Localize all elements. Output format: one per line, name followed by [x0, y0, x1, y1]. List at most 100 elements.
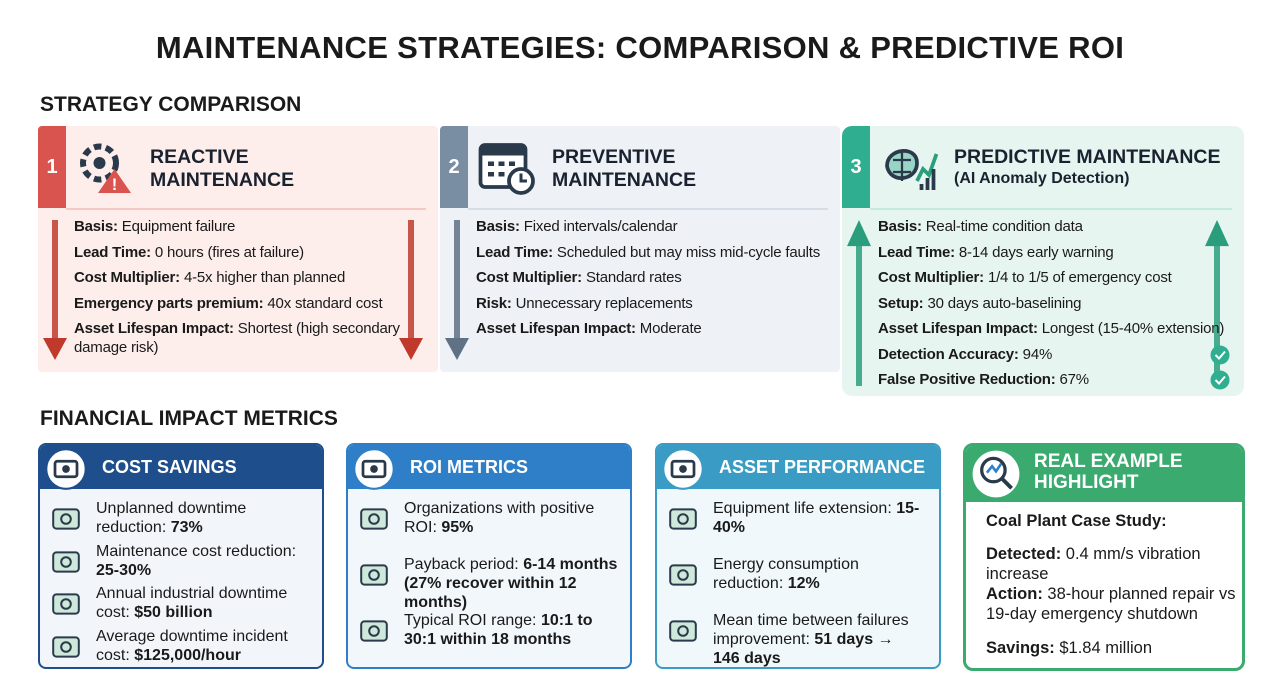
metric-value: $50 billion: [134, 604, 213, 621]
section-heading: STRATEGY COMPARISON: [40, 93, 302, 116]
item-label: Asset Lifespan Impact:: [74, 320, 234, 337]
metric-card: ROI METRICS Organizations with positive R…: [346, 443, 632, 669]
metric-item: Average downtime incident cost: $125,000…: [96, 627, 306, 665]
metric-value: 95%: [441, 519, 474, 536]
item-label: Cost Multiplier:: [74, 269, 180, 286]
icon: [52, 508, 80, 530]
section-heading: FINANCIAL IMPACT METRICS: [40, 407, 338, 430]
icon: [45, 448, 87, 490]
item-label: Setup:: [878, 294, 924, 312]
icon: [669, 564, 697, 586]
metric-item: Organizations with positive ROI: 95%: [404, 499, 619, 537]
metric-card: COST SAVINGS Unplanned downtime reduction…: [38, 443, 324, 669]
item-label: False Positive Reduction:: [878, 371, 1056, 388]
metric-text: Equipment life extension:: [713, 500, 892, 517]
strategy-item: Lead Time: Scheduled but may miss mid-cy…: [476, 243, 840, 262]
item-text: $1.84 million: [1059, 639, 1153, 657]
arrow: [1205, 220, 1229, 386]
item-label: Basis:: [878, 218, 922, 235]
icon: [669, 508, 697, 530]
highlight-item: Action: 38-hour planned repair vs 19-day…: [986, 584, 1236, 624]
arrow: [847, 220, 871, 386]
item-text: 67%: [1059, 371, 1090, 388]
item-text: Fixed intervals/calendar: [523, 218, 678, 235]
icon: [52, 593, 80, 615]
card-header: [657, 445, 939, 489]
item-label: Lead Time:: [74, 243, 151, 261]
strategy-title: PREVENTIVE MAINTENANCE: [552, 146, 697, 191]
item-label: Emergency parts premium:: [74, 294, 264, 312]
strategy-item: Basis: Real-time condition data: [878, 217, 1244, 236]
item-text: Unnecessary replacements: [515, 294, 693, 312]
strategy-title: REACTIVE MAINTENANCE: [150, 146, 295, 191]
strategy-item: Risk: Unnecessary replacements: [476, 294, 840, 313]
metric-text: Typical ROI range:: [404, 612, 537, 629]
metric-text: Payback period:: [404, 556, 519, 573]
item-text: Standard rates: [585, 269, 682, 286]
card-title: ROI METRICS: [410, 457, 529, 477]
strategy-item: Lead Time: 8-14 days early warning: [878, 243, 1244, 262]
metric-item: Equipment life extension: 15-40%: [713, 499, 923, 537]
svg-text:!: !: [112, 176, 118, 194]
card-title: ASSET PERFORMANCE: [719, 457, 926, 477]
item-text: 30 days auto-baselining: [927, 294, 1082, 312]
icon: [662, 448, 704, 490]
arrow: [399, 220, 423, 360]
highlight-item: Detected: 0.4 mm/s vibration increase: [986, 544, 1236, 584]
item-text: Equipment failure: [121, 218, 236, 235]
arrow: [445, 220, 469, 360]
icon: !: [80, 143, 131, 194]
card-title: COST SAVINGS: [102, 457, 237, 477]
item-label: Lead Time:: [878, 243, 955, 261]
item-label: Basis:: [74, 218, 118, 235]
item-text: Scheduled but may miss mid-cycle faults: [556, 243, 821, 261]
item-text: Moderate: [639, 320, 702, 337]
item-text: 8-14 days early warning: [958, 243, 1114, 261]
number-strip: 1: [38, 126, 66, 208]
icon: [669, 620, 697, 642]
divider: [66, 208, 426, 210]
metric-value: 10:1 to 30:1 within 18 months: [404, 612, 593, 648]
item-label: Asset Lifespan Impact:: [476, 320, 636, 337]
highlight-item: Savings: $1.84 million: [986, 638, 1236, 658]
item-text: Longest (15-40% extension): [1041, 320, 1225, 337]
number-strip: 2: [440, 126, 468, 208]
item-label: Asset Lifespan Impact:: [878, 320, 1038, 337]
item-text: 40x standard cost: [267, 294, 383, 312]
check-icon: [1210, 370, 1230, 390]
strategy-item: Lead Time: 0 hours (fires at failure): [74, 243, 414, 262]
item-text: 38-hour planned repair vs 19-day emergen…: [986, 585, 1236, 623]
item-text: 94%: [1022, 345, 1053, 363]
strategy-item: Setup: 30 days auto-baselining: [878, 294, 1244, 313]
item-label: Basis:: [476, 218, 520, 235]
item-text: 1/4 to 1/5 of emergency cost: [987, 269, 1172, 286]
metric-value: 6-14 months (27% recover within 12 month…: [404, 556, 618, 611]
metric-value: 12%: [787, 575, 820, 592]
metric-text: Annual industrial downtime cost:: [96, 585, 288, 621]
number-strip: 3: [842, 126, 870, 208]
strategy-item: Asset Lifespan Impact: Longest (15-40% e…: [878, 319, 1244, 338]
icon: [52, 550, 80, 573]
divider: [468, 208, 828, 210]
divider: [870, 208, 1232, 210]
icon: [360, 620, 388, 642]
item-text: Real-time condition data: [925, 218, 1083, 235]
highlight-card: REAL EXAMPLE HIGHLIGHT Coal Plant Case St…: [963, 443, 1245, 671]
metric-item: Unplanned downtime reduction: 73%: [96, 499, 306, 537]
icon: [360, 564, 388, 586]
metric-text: Organizations with positive ROI:: [404, 500, 595, 536]
arrow: [43, 220, 67, 360]
strategy-item: False Positive Reduction: 67%: [878, 370, 1244, 389]
strategy-item: Basis: Equipment failure: [74, 217, 414, 236]
metric-value: 15-40%: [713, 500, 920, 536]
strategy-subtitle: (AI Anomaly Detection): [954, 170, 1130, 187]
metric-text: Average downtime incident cost:: [96, 627, 288, 664]
strategy-item: Asset Lifespan Impact: Moderate: [476, 319, 840, 338]
metric-value: 25-30%: [96, 561, 152, 579]
item-text: Shortest (high secondary damage risk): [74, 320, 400, 356]
metric-item: Mean time between failures improvement: …: [713, 611, 923, 667]
item-label: Cost Multiplier:: [878, 269, 984, 286]
strategy-item: Emergency parts premium: 40x standard co…: [74, 294, 414, 313]
strategy-title: PREDICTIVE MAINTENANCE: [954, 146, 1221, 168]
metric-item: Maintenance cost reduction: 25-30%: [96, 542, 306, 580]
